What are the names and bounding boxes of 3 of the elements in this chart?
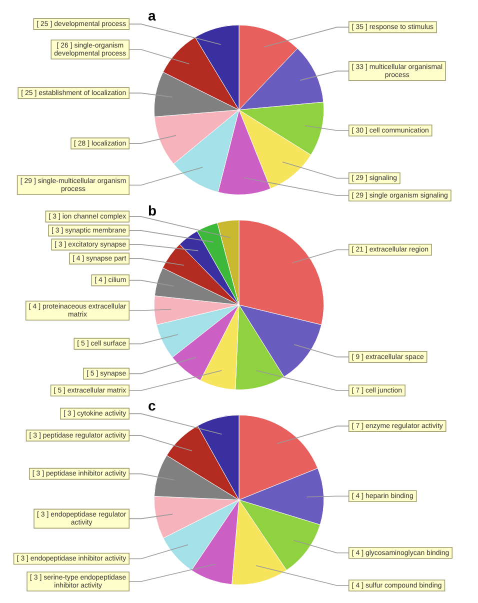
chart-title: c	[148, 397, 156, 414]
chart-title: b	[148, 202, 157, 218]
chart-title: a	[148, 7, 156, 24]
